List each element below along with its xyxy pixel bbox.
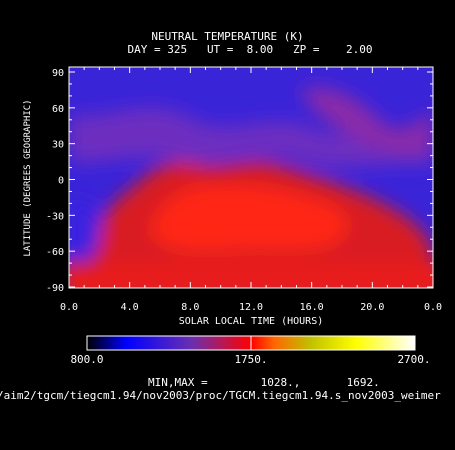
temperature-field bbox=[69, 67, 433, 288]
field-hot-region bbox=[150, 184, 348, 252]
x-axis-label: SOLAR LOCAL TIME (HOURS) bbox=[179, 316, 324, 327]
minmax-readout: MIN,MAX = 1028., 1692. bbox=[148, 376, 380, 389]
x-tick-label: 20.0 bbox=[360, 302, 384, 313]
y-tick-label: -90 bbox=[46, 283, 64, 294]
y-tick-label: 90 bbox=[52, 68, 64, 79]
colorbar-label-min: 800.0 bbox=[70, 353, 103, 366]
y-tick-label: -60 bbox=[46, 247, 64, 258]
y-tick-label: 30 bbox=[52, 140, 64, 151]
x-tick-label: 16.0 bbox=[300, 302, 324, 313]
x-tick-label: 12.0 bbox=[239, 302, 263, 313]
y-axis-ticks: 90 60 30 0 -30 -60 -90 bbox=[46, 68, 433, 294]
field-band-north bbox=[69, 108, 433, 167]
x-tick-label: 0.0 bbox=[60, 302, 78, 313]
field-south-band bbox=[69, 262, 433, 288]
x-tick-label: 4.0 bbox=[121, 302, 139, 313]
chart-subtitle: DAY = 325 UT = 8.00 ZP = 2.00 bbox=[127, 43, 373, 56]
field-band-east bbox=[300, 87, 433, 155]
y-tick-label: 0 bbox=[58, 176, 64, 187]
file-path: /aim2/tgcm/tiegcm1.94/nov2003/proc/TGCM.… bbox=[0, 389, 441, 402]
x-axis-ticks: 0.0 4.0 8.0 12.0 16.0 20.0 0.0 bbox=[60, 67, 442, 313]
y-tick-label: -30 bbox=[46, 211, 64, 222]
colorbar-label-mid: 1750. bbox=[234, 353, 267, 366]
x-tick-label: 8.0 bbox=[181, 302, 199, 313]
chart-title: NEUTRAL TEMPERATURE (K) bbox=[151, 30, 304, 43]
y-axis-label: LATITUDE (DEGREES GEOGRAPHIC) bbox=[23, 99, 33, 256]
x-tick-label: 0.0 bbox=[424, 302, 442, 313]
colorbar-label-max: 2700. bbox=[397, 353, 430, 366]
y-tick-label: 60 bbox=[52, 104, 64, 115]
field-cold-west bbox=[69, 199, 101, 260]
